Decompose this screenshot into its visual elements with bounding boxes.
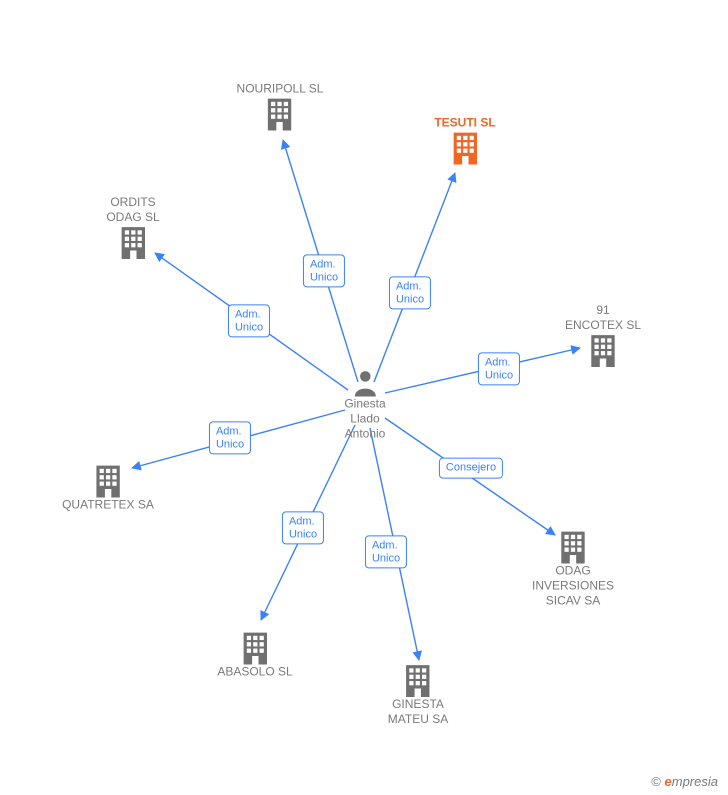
company-node[interactable]: 91 ENCOTEX SL [565,303,641,367]
edge-label: Adm. Unico [282,511,324,544]
copyright-symbol: © [651,774,661,789]
edge-label: Adm. Unico [303,254,345,287]
company-node[interactable]: ABASOLO SL [217,631,292,680]
brand-rest: mpresia [672,774,718,789]
building-icon [448,131,482,165]
building-icon [238,631,272,665]
company-label: QUATRETEX SA [62,498,154,513]
building-icon [116,225,150,259]
company-label: GINESTA MATEU SA [388,697,448,727]
company-label: 91 ENCOTEX SL [565,303,641,333]
edge-label: Adm. Unico [389,276,431,309]
edge-label: Adm. Unico [209,421,251,454]
diagram-canvas: Ginesta Llado Antonio NOURIPOLL SL TESUTI… [0,0,728,795]
company-label: ORDITS ODAG SL [106,195,159,225]
edge-label: Consejero [439,458,503,479]
building-icon [586,333,620,367]
building-icon [556,530,590,564]
company-label: ODAG INVERSIONES SICAV SA [532,564,614,609]
center-person-label: Ginesta Llado Antonio [344,397,385,442]
building-icon [401,663,435,697]
company-node[interactable]: GINESTA MATEU SA [388,663,448,727]
edge-label: Adm. Unico [228,304,270,337]
company-label: TESUTI SL [434,116,495,131]
company-label: ABASOLO SL [217,665,292,680]
brand-e: e [665,774,672,789]
company-node[interactable]: ORDITS ODAG SL [106,195,159,259]
footer-credit: © empresia [651,774,718,789]
person-icon [351,369,379,397]
company-node[interactable]: ODAG INVERSIONES SICAV SA [532,530,614,609]
edge-label: Adm. Unico [478,352,520,385]
center-person-node[interactable]: Ginesta Llado Antonio [344,369,385,442]
company-node[interactable]: NOURIPOLL SL [237,82,324,131]
edge-label: Adm. Unico [365,535,407,568]
company-label: NOURIPOLL SL [237,82,324,97]
company-node[interactable]: TESUTI SL [434,116,495,165]
company-node[interactable]: QUATRETEX SA [62,464,154,513]
building-icon [91,464,125,498]
building-icon [263,97,297,131]
